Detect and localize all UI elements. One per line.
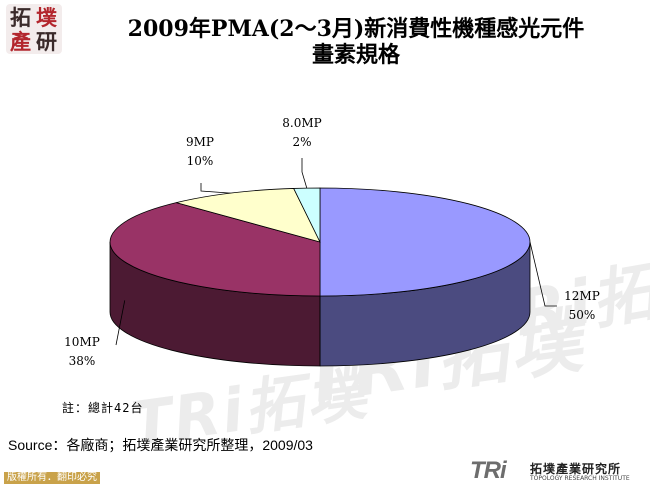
pie-label-layer: 12MP 50% 10MP 38% 9MP 10% 8.0MP 2%: [64, 116, 600, 368]
pie-slice-10mp: [109, 202, 321, 297]
tri-brand-english: TOPOLOGY RESEARCH INSTITUTE: [530, 475, 630, 482]
tri-brand-logo: TRi 拓墣產業研究所 TOPOLOGY RESEARCH INSTITUTE: [470, 458, 648, 484]
pie-leader-layer: [115, 158, 557, 346]
pie-leader-line: [529, 241, 557, 307]
logo-glyph: 墣: [36, 5, 57, 30]
logo-glyph: 研: [36, 29, 57, 54]
pie-label-percent: 2%: [292, 135, 311, 149]
pie-label-percent: 10%: [187, 154, 214, 168]
pie-slice-12mp: [319, 187, 531, 297]
pie-label-percent: 50%: [569, 308, 596, 322]
chart-title-line-1: 2009年PMA(2～3月)新消費性機種感光元件: [127, 16, 585, 42]
institute-logo: 拓 墣 產 研: [6, 4, 62, 54]
tri-logo-mark: TRi: [470, 457, 507, 484]
pie-side-layer: [109, 241, 531, 367]
pie-label-name: 10MP: [64, 335, 100, 349]
footer-bar: [0, 471, 650, 485]
logo-glyph: 拓: [10, 5, 31, 30]
pie-slice-9mp: [176, 188, 321, 243]
copyright-notice: 版權所有．翻印必究: [4, 472, 100, 484]
pie-leader-line: [200, 183, 231, 194]
pie-label-name: 8.0MP: [282, 116, 321, 130]
pie-label-name: 9MP: [186, 135, 214, 149]
source-line: Source：各廠商；拓墣產業研究所整理，2009/03: [8, 437, 313, 453]
pie-leader-line: [115, 300, 126, 346]
total-note: 註：總計42台: [62, 401, 144, 415]
logo-glyph: 產: [10, 29, 31, 54]
pie-label-percent: 38%: [69, 354, 96, 368]
pie-label-name: 12MP: [564, 289, 600, 303]
pie-top-layer: [109, 187, 531, 297]
pie-leader-line: [301, 158, 308, 189]
tri-brand-name: 拓墣產業研究所: [530, 462, 622, 476]
chart-title-line-2: 畫素規格: [311, 42, 400, 68]
